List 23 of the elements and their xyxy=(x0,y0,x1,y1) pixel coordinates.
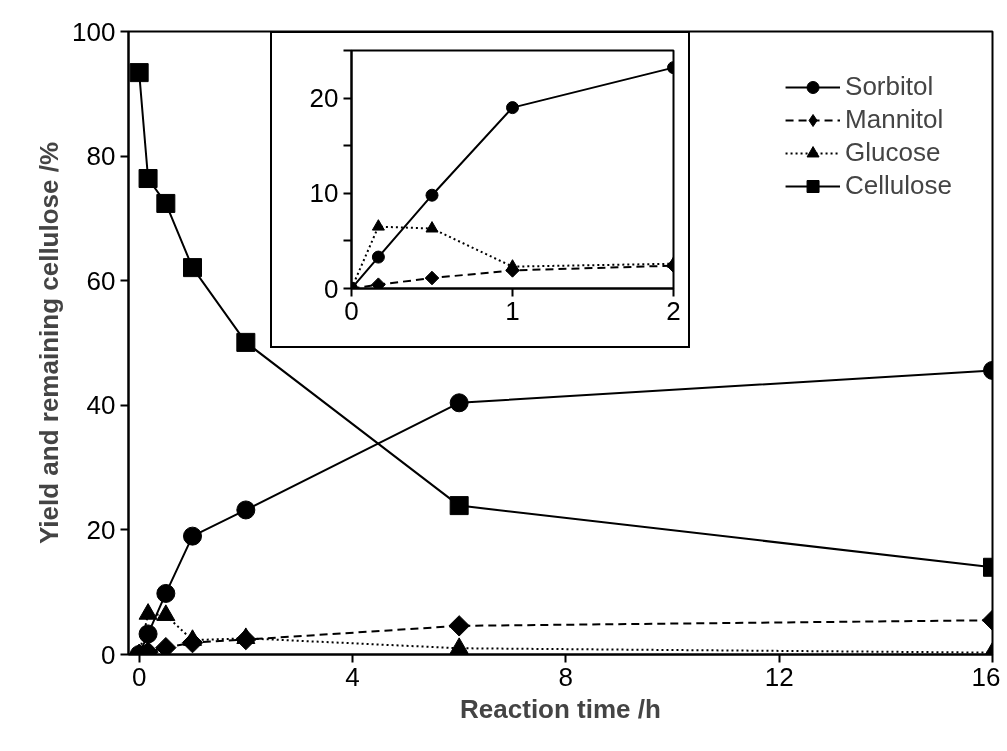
x-tick-label: 4 xyxy=(345,661,360,692)
legend-label: Sorbitol xyxy=(845,71,934,102)
legend-label: Glucose xyxy=(845,137,941,168)
y-tick-label: 100 xyxy=(72,16,116,47)
y-tick-label: 60 xyxy=(86,265,116,296)
x-tick-label: 16 xyxy=(971,661,1001,692)
legend-label: Cellulose xyxy=(845,170,952,201)
y-tick-label: 20 xyxy=(309,83,339,114)
x-axis-title: Reaction time /h xyxy=(460,693,661,724)
x-tick-label: 2 xyxy=(666,295,681,326)
x-tick-label: 0 xyxy=(344,295,359,326)
x-tick-label: 0 xyxy=(131,661,147,692)
x-tick-label: 1 xyxy=(505,295,520,326)
y-tick-label: 10 xyxy=(309,178,339,209)
y-tick-label: 0 xyxy=(101,639,116,670)
y-tick-label: 40 xyxy=(86,390,116,421)
y-axis-title: Yield and remaining cellulose /% xyxy=(34,141,65,545)
y-tick-label: 80 xyxy=(86,141,116,172)
x-tick-label: 8 xyxy=(558,661,574,692)
legend-label: Mannitol xyxy=(845,104,944,135)
y-tick-label: 20 xyxy=(86,514,116,545)
y-tick-label: 0 xyxy=(324,273,339,304)
x-tick-label: 12 xyxy=(764,661,794,692)
